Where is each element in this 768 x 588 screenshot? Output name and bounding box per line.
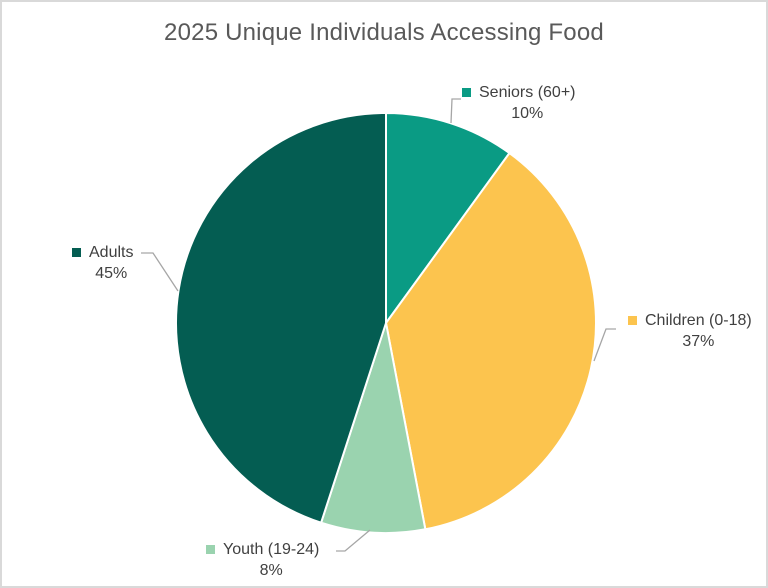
legend-marker-icon (628, 316, 637, 325)
data-label-adults: Adults 45% (72, 242, 133, 284)
legend-marker-icon (72, 248, 81, 257)
chart-title: 2025 Unique Individuals Accessing Food (164, 19, 604, 46)
legend-marker-icon (206, 545, 215, 554)
data-label-seniors: Seniors (60+) 10% (462, 82, 576, 124)
data-label-category: Adults (89, 244, 134, 261)
leader-line-children (593, 328, 616, 362)
pie-slice-adults[interactable] (175, 112, 387, 524)
pie-slice-children[interactable] (385, 152, 597, 531)
data-label-children: Children (0-18) 37% (628, 310, 752, 352)
data-label-category: Seniors (60+) (479, 84, 576, 101)
data-label-row-youth: Youth (19-24) (206, 539, 319, 560)
data-label-row-children: Children (0-18) (628, 310, 752, 331)
legend-marker-icon (462, 88, 471, 97)
leader-line-seniors (450, 98, 461, 124)
leader-line-adults (141, 252, 179, 292)
data-label-category: Youth (19-24) (223, 541, 320, 558)
data-label-value: 45% (95, 265, 128, 282)
data-label-value: 8% (259, 562, 283, 579)
leader-line-youth (336, 529, 371, 552)
data-label-row-adults: Adults (72, 242, 133, 263)
data-label-row-seniors: Seniors (60+) (462, 82, 576, 103)
data-label-value: 10% (511, 105, 544, 122)
data-label-value: 37% (682, 333, 715, 350)
data-label-youth: Youth (19-24) 8% (206, 539, 319, 581)
data-label-category: Children (0-18) (645, 312, 752, 329)
pie-slice-youth[interactable] (320, 322, 427, 534)
pie-slice-seniors[interactable] (385, 112, 511, 324)
